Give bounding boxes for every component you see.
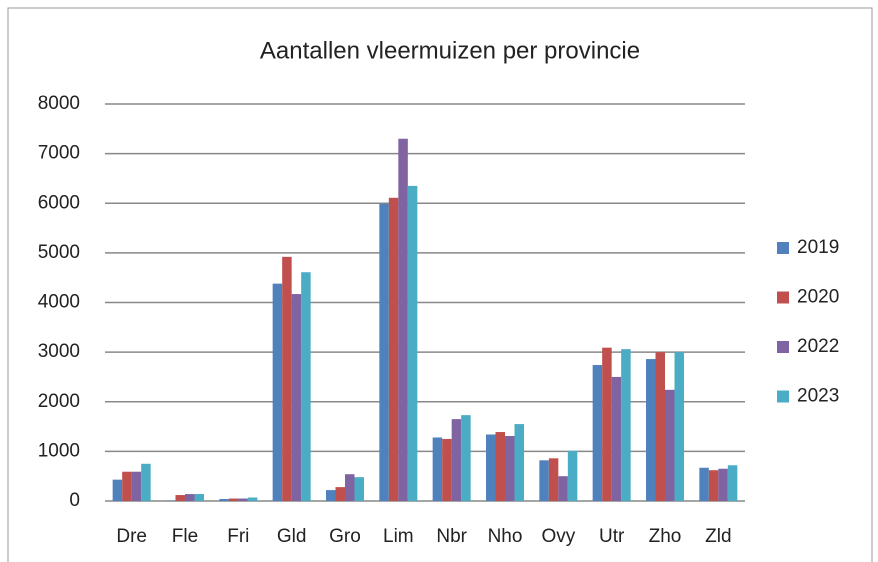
- y-tick-label: 7000: [38, 143, 80, 164]
- bar: [495, 432, 505, 501]
- bar: [122, 471, 132, 501]
- x-tick-label: Nho: [488, 526, 523, 547]
- legend-label: 2022: [797, 336, 839, 357]
- bar: [699, 467, 709, 501]
- bar: [272, 283, 283, 501]
- bar: [131, 471, 142, 501]
- x-tick-label: Gro: [329, 526, 361, 547]
- bar: [611, 376, 622, 501]
- bar: [432, 437, 443, 501]
- bar: [514, 424, 524, 501]
- bar: [486, 434, 496, 501]
- bar: [335, 487, 345, 501]
- bar: [602, 347, 612, 501]
- bar: [718, 468, 728, 501]
- legend-label: 2020: [797, 287, 839, 308]
- bar: [291, 294, 302, 501]
- legend-label: 2019: [797, 237, 839, 258]
- bar: [708, 470, 719, 501]
- bar: [354, 477, 364, 501]
- bar: [112, 479, 123, 501]
- legend-swatch: [777, 390, 789, 403]
- legend-swatch: [777, 242, 789, 254]
- bar: [592, 365, 603, 501]
- bar: [175, 495, 185, 501]
- bar: [194, 494, 204, 501]
- bar: [655, 352, 665, 501]
- y-tick-label: 0: [69, 490, 80, 511]
- chart-title: Aantallen vleermuizen per provincie: [260, 37, 640, 64]
- bar: [548, 458, 559, 501]
- bar: [442, 438, 452, 501]
- y-tick-label: 5000: [38, 242, 80, 263]
- y-tick-label: 1000: [38, 440, 80, 461]
- bar: [727, 465, 738, 501]
- bar: [398, 138, 408, 502]
- bar: [407, 185, 418, 501]
- bar: [388, 197, 399, 501]
- y-tick-label: 6000: [38, 192, 80, 213]
- x-tick-label: Lim: [383, 526, 414, 547]
- bar: [621, 349, 631, 501]
- bar: [505, 435, 515, 501]
- x-tick-label: Nbr: [436, 526, 467, 547]
- bar: [461, 415, 471, 501]
- bar: [238, 498, 248, 501]
- y-tick-label: 2000: [38, 391, 80, 412]
- bar: [646, 359, 656, 501]
- bar: [558, 476, 568, 501]
- bar: [219, 499, 229, 501]
- bar: [665, 389, 675, 501]
- x-tick-label: Ovy: [541, 526, 575, 547]
- x-tick-label: Zld: [705, 526, 731, 547]
- bar: [451, 419, 462, 501]
- bar: [141, 463, 151, 501]
- x-tick-label: Dre: [116, 526, 147, 547]
- legend-swatch: [777, 291, 789, 304]
- bar: [228, 498, 239, 501]
- bar: [539, 460, 549, 501]
- x-tick-label: Fri: [227, 526, 249, 547]
- bar: [567, 450, 578, 501]
- bar: [345, 474, 355, 501]
- y-tick-label: 4000: [38, 292, 80, 313]
- chart-frame: [7, 7, 873, 562]
- legend-swatch: [777, 341, 789, 353]
- bar: [326, 490, 336, 501]
- y-tick-label: 3000: [38, 341, 80, 362]
- bar: [379, 203, 389, 501]
- bar: [185, 494, 195, 501]
- x-tick-label: Zho: [649, 526, 682, 547]
- bar: [247, 497, 258, 501]
- x-tick-label: Utr: [599, 526, 625, 547]
- bar: [301, 272, 311, 501]
- x-tick-label: Gld: [277, 526, 307, 547]
- bar: [674, 352, 684, 501]
- bar: [282, 256, 292, 501]
- x-tick-label: Fle: [172, 526, 198, 547]
- y-tick-label: 8000: [38, 93, 80, 114]
- legend-label: 2023: [797, 386, 839, 407]
